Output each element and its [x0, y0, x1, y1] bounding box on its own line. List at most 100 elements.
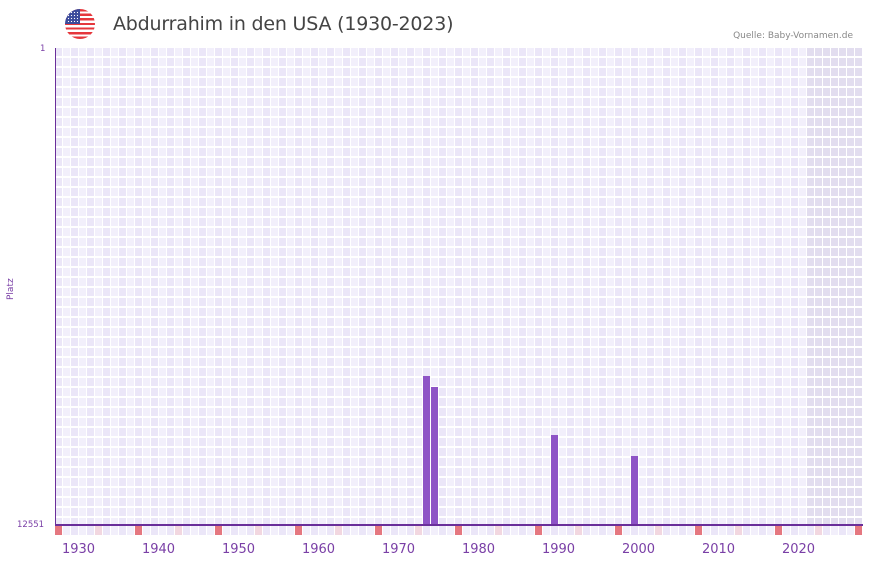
year-marker — [255, 526, 262, 535]
grid-column — [143, 48, 150, 525]
grid-column — [303, 48, 310, 525]
x-tick-label: 1960 — [301, 542, 336, 557]
y-axis-line — [55, 48, 56, 526]
year-marker — [551, 526, 558, 535]
year-marker — [487, 526, 494, 535]
chart-title: Abdurrahim in den USA (1930-2023) — [113, 13, 454, 35]
grid-column — [135, 48, 142, 525]
grid-column — [839, 48, 846, 525]
grid-column — [535, 48, 542, 525]
grid-column — [63, 48, 70, 525]
grid-column — [183, 48, 190, 525]
grid-column — [231, 48, 238, 525]
year-marker — [111, 526, 118, 535]
grid-column — [367, 48, 374, 525]
grid-column — [735, 48, 742, 525]
bar-2000[interactable] — [631, 455, 638, 525]
year-marker — [815, 526, 822, 535]
year-marker — [383, 526, 390, 535]
year-markers — [55, 526, 863, 535]
year-marker — [855, 526, 862, 535]
grid-column — [695, 48, 702, 525]
grid-column — [543, 48, 550, 525]
grid-column — [351, 48, 358, 525]
y-axis-title: Platz — [6, 278, 16, 300]
year-marker — [367, 526, 374, 535]
year-marker — [775, 526, 782, 535]
year-marker — [71, 526, 78, 535]
year-marker — [343, 526, 350, 535]
year-marker — [335, 526, 342, 535]
grid-column — [263, 48, 270, 525]
year-marker — [399, 526, 406, 535]
grid-column — [407, 48, 414, 525]
grid-column — [671, 48, 678, 525]
year-marker — [791, 526, 798, 535]
year-marker — [471, 526, 478, 535]
grid-column — [855, 48, 862, 525]
grid-column — [255, 48, 262, 525]
grid-column — [783, 48, 790, 525]
grid-column — [799, 48, 806, 525]
grid-column — [335, 48, 342, 525]
year-marker — [655, 526, 662, 535]
grid-column — [87, 48, 94, 525]
grid-column — [687, 48, 694, 525]
grid-column — [567, 48, 574, 525]
grid-column — [455, 48, 462, 525]
year-marker — [159, 526, 166, 535]
year-marker — [831, 526, 838, 535]
year-marker — [687, 526, 694, 535]
year-marker — [599, 526, 606, 535]
year-marker — [799, 526, 806, 535]
year-marker — [191, 526, 198, 535]
grid-column — [247, 48, 254, 525]
grid-column — [55, 48, 62, 525]
grid-column — [655, 48, 662, 525]
bar-1975[interactable] — [431, 387, 438, 525]
grid-column — [239, 48, 246, 525]
year-marker — [447, 526, 454, 535]
year-marker — [247, 526, 254, 535]
grid-column — [103, 48, 110, 525]
year-marker — [615, 526, 622, 535]
year-marker — [783, 526, 790, 535]
bar-1974[interactable] — [423, 375, 430, 525]
grid-column — [575, 48, 582, 525]
year-marker — [319, 526, 326, 535]
grid-column — [271, 48, 278, 525]
year-marker — [151, 526, 158, 535]
grid-column — [95, 48, 102, 525]
bar-1990[interactable] — [551, 434, 558, 525]
grid-column — [391, 48, 398, 525]
grid-column — [295, 48, 302, 525]
year-marker — [607, 526, 614, 535]
year-marker — [135, 526, 142, 535]
year-marker — [647, 526, 654, 535]
year-marker — [103, 526, 110, 535]
grid-column — [727, 48, 734, 525]
grid-column — [399, 48, 406, 525]
grid-column — [175, 48, 182, 525]
grid-column — [287, 48, 294, 525]
grid-column — [359, 48, 366, 525]
grid-column — [759, 48, 766, 525]
year-marker — [295, 526, 302, 535]
grid-column — [191, 48, 198, 525]
year-marker — [543, 526, 550, 535]
year-marker — [679, 526, 686, 535]
grid-column — [711, 48, 718, 525]
year-marker — [703, 526, 710, 535]
year-marker — [407, 526, 414, 535]
year-marker — [663, 526, 670, 535]
year-marker — [735, 526, 742, 535]
year-marker — [591, 526, 598, 535]
year-marker — [575, 526, 582, 535]
year-marker — [751, 526, 758, 535]
year-marker — [143, 526, 150, 535]
year-marker — [215, 526, 222, 535]
grid-column — [551, 48, 558, 525]
year-marker — [231, 526, 238, 535]
year-marker — [807, 526, 814, 535]
year-marker — [719, 526, 726, 535]
